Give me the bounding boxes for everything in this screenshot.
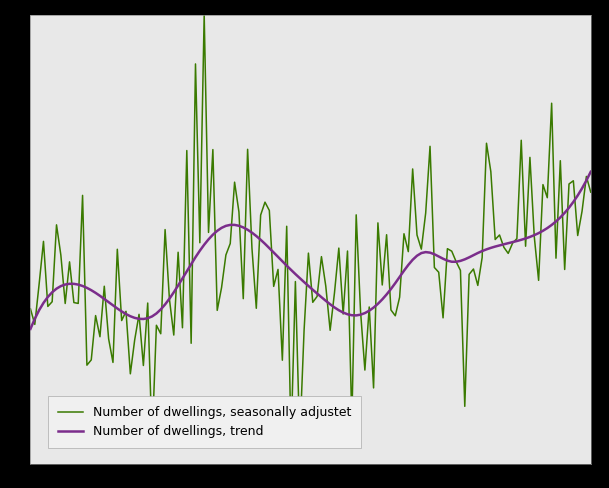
Number of dwellings, seasonally adjustet <box>474 283 482 288</box>
Number of dwellings, seasonally adjustet <box>183 147 191 153</box>
Number of dwellings, trend <box>587 169 594 175</box>
Number of dwellings, seasonally adjustet <box>587 189 594 195</box>
Number of dwellings, trend <box>518 237 525 243</box>
Line: Number of dwellings, trend: Number of dwellings, trend <box>30 172 591 329</box>
Legend: Number of dwellings, seasonally adjustet, Number of dwellings, trend: Number of dwellings, seasonally adjustet… <box>48 396 361 448</box>
Line: Number of dwellings, seasonally adjustet: Number of dwellings, seasonally adjustet <box>30 15 591 441</box>
Number of dwellings, seasonally adjustet <box>27 306 34 312</box>
Number of dwellings, trend <box>540 228 547 234</box>
Number of dwellings, trend <box>500 242 507 247</box>
Number of dwellings, trend <box>53 286 60 292</box>
Number of dwellings, trend <box>331 305 338 310</box>
Number of dwellings, trend <box>426 250 434 256</box>
Number of dwellings, seasonally adjustet <box>448 248 456 254</box>
Number of dwellings, seasonally adjustet <box>275 266 282 272</box>
Number of dwellings, seasonally adjustet <box>326 327 334 333</box>
Number of dwellings, seasonally adjustet <box>404 249 412 255</box>
Number of dwellings, seasonally adjustet <box>149 438 156 444</box>
Number of dwellings, trend <box>27 326 34 332</box>
Number of dwellings, seasonally adjustet <box>200 12 208 18</box>
